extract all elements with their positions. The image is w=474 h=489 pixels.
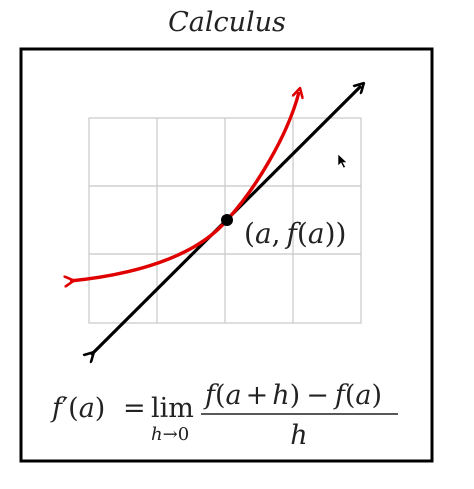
diagram-title: Calculus: [168, 7, 286, 38]
formula-denominator: h: [290, 420, 307, 451]
formula-lim: lim: [151, 393, 194, 424]
formula-limit-subscript: h→0: [151, 424, 189, 445]
formula-equals: =: [123, 393, 146, 424]
formula-numerator: f(a + h) − f(a): [203, 380, 382, 411]
point-label: (a, f(a)): [244, 217, 346, 250]
derivative-formula: f′(a) = lim h→0 f(a + h) − f(a) h: [50, 380, 398, 451]
mouse-pointer-icon: [337, 153, 348, 169]
tangency-point: [221, 214, 233, 226]
formula-lhs: f′(a): [50, 393, 105, 424]
diagram-frame: [19, 47, 434, 463]
